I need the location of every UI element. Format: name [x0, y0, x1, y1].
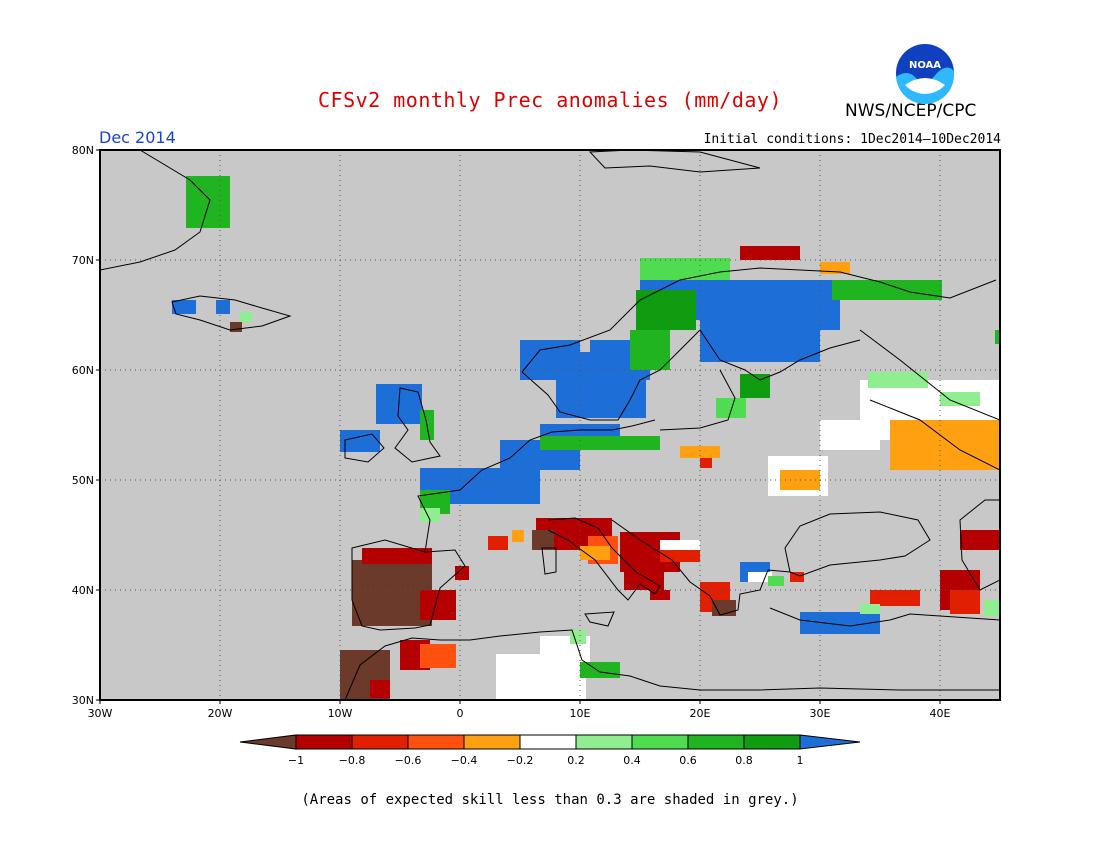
latitude-labels: 80N 70N 60N 50N 40N 30N: [72, 144, 100, 707]
anomaly-cell: [488, 536, 508, 550]
colorbar-label: −0.6: [395, 754, 422, 767]
lat-label: 80N: [72, 144, 94, 157]
logo-text: NOAA: [909, 60, 941, 71]
colorbar-label: −0.2: [507, 754, 534, 767]
anomaly-cell: [780, 290, 840, 330]
anomaly-cell: [950, 590, 980, 614]
anomaly-cell: [870, 590, 920, 606]
anomaly-cell: [868, 372, 928, 388]
lon-label: 20E: [690, 707, 711, 720]
initial-conditions: Initial conditions: 1Dec2014—10Dec2014: [703, 132, 1001, 147]
anomaly-cell: [768, 576, 784, 586]
anomaly-cell: [186, 176, 230, 228]
colorbar-label: 0.6: [679, 754, 697, 767]
anomaly-cell: [740, 246, 800, 260]
anomaly-cell: [940, 392, 980, 406]
colorbar-swatch: [631, 734, 689, 750]
graticule: [100, 150, 1000, 700]
anomaly-cell: [420, 644, 456, 668]
forecast-month: Dec 2014: [99, 128, 176, 147]
colorbar-swatch: [519, 734, 577, 750]
anomaly-cell: [636, 290, 696, 330]
anomaly-cell: [890, 420, 1000, 470]
anomaly-cell: [216, 300, 230, 314]
anomaly-cells: [172, 176, 1000, 700]
chart-title: CFSv2 monthly Prec anomalies (mm/day): [317, 88, 783, 112]
anomaly-cell: [512, 530, 524, 542]
colorbar-label: 0.4: [623, 754, 641, 767]
lon-label: 10W: [328, 707, 353, 720]
anomaly-cell: [580, 662, 620, 678]
anomaly-cell: [570, 630, 586, 644]
anomaly-cell: [984, 600, 1000, 616]
lon-label: 30E: [810, 707, 831, 720]
anomaly-cell: [640, 258, 730, 280]
anomaly-cell: [352, 560, 432, 626]
anomaly-cell: [362, 548, 432, 564]
anomaly-cell: [420, 508, 440, 522]
anomaly-cell: [650, 590, 670, 600]
anomaly-cell: [340, 430, 380, 452]
lon-label: 20W: [208, 707, 233, 720]
anomaly-cell: [860, 604, 880, 614]
colorbar-swatch: [351, 734, 409, 750]
anomaly-cell: [624, 570, 664, 590]
anomaly-cell: [700, 458, 712, 468]
lat-label: 60N: [72, 364, 94, 377]
colorbar-label: −1: [288, 754, 304, 767]
colorbar-swatch: [295, 734, 353, 750]
colorbar-swatch: [575, 734, 633, 750]
anomaly-cell: [995, 330, 1000, 344]
anomaly-cell: [716, 398, 746, 418]
colorbar-label: 0.2: [567, 754, 585, 767]
colorbar-label: 0.8: [735, 754, 753, 767]
lat-label: 70N: [72, 254, 94, 267]
colorbar-swatch: [687, 734, 745, 750]
lat-label: 40N: [72, 584, 94, 597]
colorbar-label: −0.8: [339, 754, 366, 767]
anomaly-cell: [230, 322, 242, 332]
agency-label: NWS/NCEP/CPC: [845, 101, 977, 121]
lat-label: 50N: [72, 474, 94, 487]
longitude-labels: 30W 20W 10W 0 10E 20E 30E 40E: [88, 700, 951, 720]
anomaly-cell: [820, 420, 880, 450]
colorbar-swatch: [463, 734, 521, 750]
colorbar-label: −0.4: [451, 754, 478, 767]
footnote: (Areas of expected skill less than 0.3 a…: [301, 792, 799, 808]
anomaly-cell: [532, 530, 554, 550]
colorbar-swatch: [743, 734, 801, 750]
anomaly-cell: [748, 572, 772, 582]
lon-label: 0: [457, 707, 464, 720]
colorbar-low-arrow: [239, 734, 297, 750]
anomaly-cell: [680, 446, 720, 458]
anomaly-cell: [580, 546, 610, 560]
map-frame: [99, 149, 1001, 701]
colorbar: −1 −0.8 −0.6 −0.4 −0.2 0.2 0.4 0.6 0.8 1: [239, 734, 861, 767]
lon-label: 30W: [88, 707, 113, 720]
anomaly-cell: [455, 566, 469, 580]
noaa-logo: NOAA: [894, 42, 956, 104]
anomaly-cell: [540, 436, 660, 450]
anomaly-cell: [630, 330, 670, 370]
anomaly-cell: [240, 312, 252, 322]
coastlines: [100, 150, 1000, 700]
colorbar-label: 1: [797, 754, 804, 767]
lon-label: 10E: [570, 707, 591, 720]
anomaly-cell: [960, 530, 1000, 550]
anomaly-cell: [370, 680, 390, 698]
lat-label: 30N: [72, 694, 94, 707]
anomaly-cell: [172, 300, 196, 314]
colorbar-swatch: [407, 734, 465, 750]
anomaly-cell: [790, 572, 804, 582]
anomaly-cell: [832, 280, 942, 300]
lon-label: 40E: [930, 707, 951, 720]
anomaly-cell: [800, 612, 880, 634]
colorbar-high-arrow: [799, 734, 861, 750]
